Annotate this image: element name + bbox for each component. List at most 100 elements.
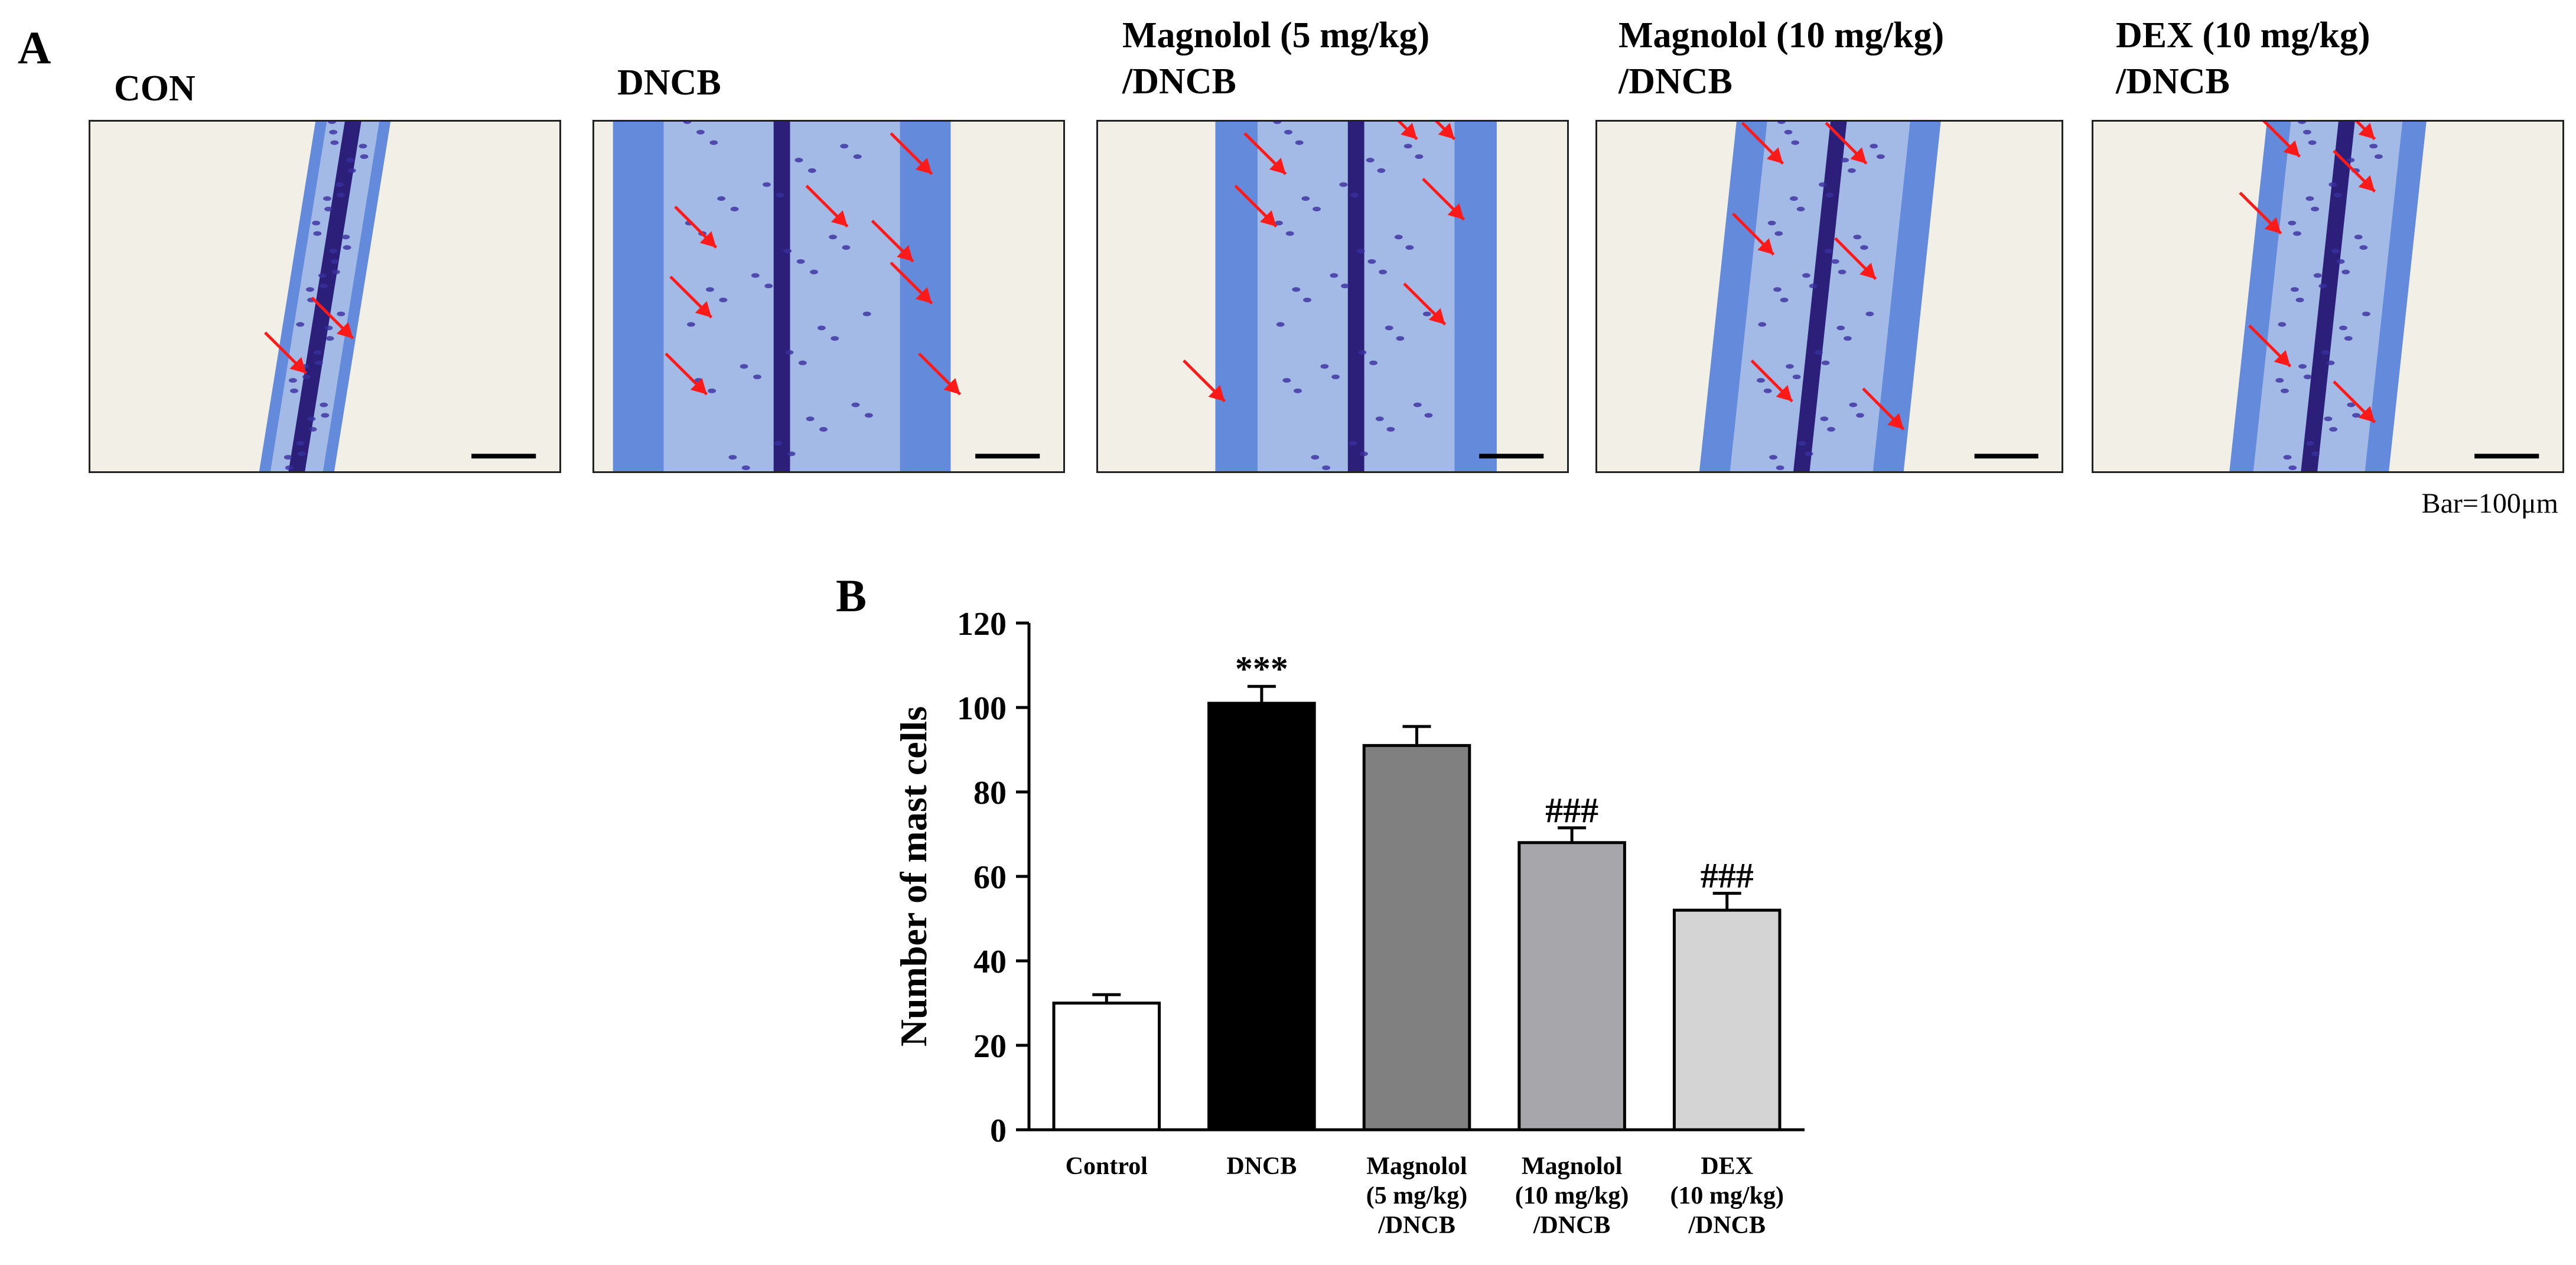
cell-nucleus: [1415, 154, 1424, 159]
cell-nucleus: [1303, 297, 1311, 302]
scale-bar: [975, 454, 1040, 459]
cell-nucleus: [347, 168, 356, 173]
cell-nucleus: [1385, 325, 1393, 331]
cell-nucleus: [2280, 388, 2289, 393]
red-arrow-icon: [2239, 191, 2282, 235]
cell-nucleus: [2303, 374, 2312, 380]
cell-nucleus: [2352, 413, 2360, 418]
cell-nucleus: [1758, 322, 1767, 327]
cell-nucleus: [2339, 325, 2347, 331]
cell-nucleus: [343, 245, 351, 250]
cell-nucleus: [1777, 122, 1786, 124]
red-arrow-icon: [665, 352, 708, 396]
micrograph-svg: [1098, 122, 1567, 471]
cell-nucleus: [330, 259, 339, 264]
micrograph-svg: [90, 122, 559, 471]
cell-nucleus: [307, 416, 316, 422]
cartilage-layer: [1347, 122, 1364, 471]
cell-nucleus: [1422, 311, 1431, 317]
cell-nucleus: [285, 465, 294, 471]
cell-nucleus: [331, 269, 340, 275]
cell-nucleus: [341, 234, 350, 240]
panel-a-letter: A: [18, 22, 51, 73]
image-label-con: CON: [114, 69, 196, 109]
cell-nucleus: [774, 441, 783, 446]
cell-nucleus: [810, 269, 818, 275]
cell-nucleus: [2298, 122, 2307, 124]
cartilage-layer: [2301, 122, 2355, 471]
cell-nucleus: [2324, 416, 2333, 422]
cell-nucleus: [288, 378, 297, 383]
cell-nucleus: [1836, 325, 1845, 331]
cell-nucleus: [1394, 234, 1403, 240]
cell-nucleus: [312, 220, 321, 226]
cell-nucleus: [297, 451, 306, 457]
y-tick-label: 100: [957, 690, 1007, 727]
cell-nucleus: [1802, 273, 1810, 278]
y-tick-label: 60: [973, 859, 1007, 896]
cell-nucleus: [798, 360, 807, 366]
cell-nucleus: [2290, 287, 2299, 292]
cell-nucleus: [319, 283, 328, 289]
cell-nucleus: [1367, 259, 1376, 264]
cell-nucleus: [740, 364, 748, 369]
cell-nucleus: [1860, 245, 1868, 250]
cell-nucleus: [1774, 231, 1783, 236]
cell-nucleus: [1320, 364, 1329, 369]
cell-nucleus: [741, 465, 750, 471]
cell-nucleus: [318, 273, 327, 278]
red-arrow-icon: [1397, 122, 1418, 141]
cell-nucleus: [2311, 451, 2320, 457]
cell-nucleus: [2329, 427, 2338, 432]
cell-nucleus: [1773, 287, 1782, 292]
cell-nucleus: [807, 168, 816, 173]
x-tick-label: DNCB: [1226, 1153, 1297, 1180]
cell-nucleus: [325, 336, 334, 341]
red-arrow-icon: [1435, 122, 1456, 141]
red-arrow-icon: [1750, 359, 1793, 403]
cell-nucleus: [2275, 378, 2284, 383]
cell-nucleus: [1776, 465, 1784, 471]
cell-nucleus: [2344, 336, 2353, 341]
red-arrow-icon: [1243, 132, 1287, 175]
cell-nucleus: [1413, 402, 1422, 407]
cell-nucleus: [2321, 350, 2330, 355]
cell-nucleus: [1405, 245, 1414, 250]
cell-nucleus: [1322, 465, 1330, 471]
red-arrow-icon: [871, 219, 914, 263]
cell-nucleus: [2278, 322, 2287, 327]
cell-nucleus: [296, 322, 305, 327]
scale-bar: [1479, 454, 1544, 459]
cell-nucleus: [764, 283, 773, 289]
cell-nucleus: [1805, 451, 1813, 457]
bar: [1207, 702, 1316, 1132]
cell-nucleus: [1273, 122, 1282, 124]
cell-nucleus: [1285, 231, 1294, 236]
cell-nucleus: [2341, 269, 2350, 275]
cell-nucleus: [1767, 220, 1776, 226]
micrograph-dex: [2092, 120, 2564, 473]
cell-nucleus: [776, 193, 784, 198]
y-tick-label: 0: [990, 1113, 1007, 1149]
micrograph-magnolol-5: [1096, 120, 1569, 473]
cell-nucleus: [1377, 168, 1386, 173]
cell-nucleus: [708, 388, 717, 393]
cell-nucleus: [296, 441, 305, 446]
panel-b-letter: B: [836, 570, 867, 621]
bar: [1517, 841, 1626, 1132]
cell-nucleus: [2288, 220, 2297, 226]
x-tick-label: Control: [1066, 1153, 1148, 1180]
cell-nucleus: [1825, 193, 1834, 198]
cell-nucleus: [1877, 154, 1885, 159]
red-arrow-icon: [1825, 122, 1868, 165]
cell-nucleus: [323, 196, 331, 201]
cell-nucleus: [696, 129, 705, 135]
cell-nucleus: [1366, 158, 1375, 163]
cell-nucleus: [730, 207, 739, 211]
cell-nucleus: [1379, 269, 1388, 275]
cell-nucleus: [2303, 129, 2311, 135]
y-tick-label: 80: [973, 775, 1007, 811]
cell-nucleus: [2333, 193, 2342, 198]
cell-nucleus: [1331, 374, 1340, 380]
cell-nucleus: [840, 144, 849, 149]
